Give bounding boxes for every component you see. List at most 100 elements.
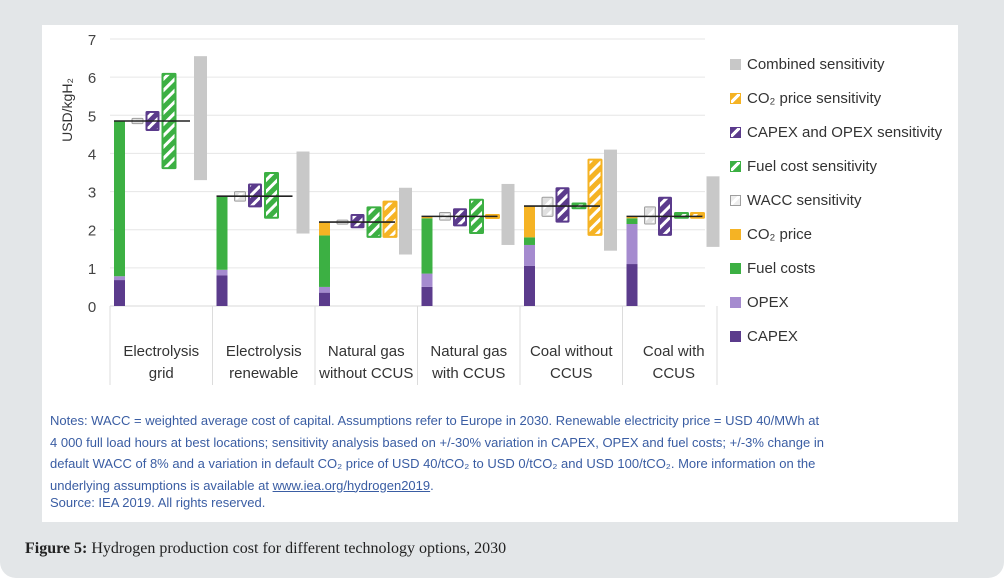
capex-sensitivity-hatch	[352, 215, 363, 227]
bar-segment-capex	[319, 292, 330, 306]
legend-label: Fuel cost sensitivity	[747, 157, 878, 175]
legend-item: CO₂ price sensitivity	[730, 88, 881, 108]
legend-item: CO₂ price	[730, 224, 812, 244]
category-label: Coal without CCUS	[520, 341, 623, 385]
bar-segment-opex	[524, 244, 535, 266]
category-label-line: with CCUS	[432, 365, 506, 382]
bar-segment-opex	[319, 286, 330, 293]
legend-item: CAPEX and OPEX sensitivity	[730, 122, 942, 142]
figure-caption: Figure 5: Hydrogen production cost for d…	[25, 540, 506, 558]
legend-item: Combined sensitivity	[730, 54, 885, 74]
y-tick-label: 7	[88, 32, 96, 49]
bar-segment-co2	[524, 206, 535, 238]
assumptions-link[interactable]: www.iea.org/hydrogen2019	[272, 477, 431, 493]
notes-line-2: 4 000 full load hours at best locations;…	[50, 434, 824, 450]
bar-segment-capex	[524, 265, 535, 306]
legend-item: Fuel cost sensitivity	[730, 156, 877, 176]
category-label-line: Coal with	[642, 343, 705, 360]
co2-sensitivity-hatch	[384, 202, 396, 236]
bar-segment-capex	[626, 264, 638, 306]
legend-swatch-co2-solid	[730, 228, 741, 240]
y-tick-label: 4	[88, 146, 96, 163]
legend-item: WACC sensitivity	[730, 190, 861, 210]
bar-segment-opex	[626, 223, 638, 265]
legend-swatch-fuel-solid	[730, 262, 741, 274]
category-label-line: Electrolysis	[225, 343, 302, 360]
combined-sensitivity-bar	[604, 149, 617, 251]
bar-segment-co2	[319, 222, 330, 236]
capex-sensitivity-hatch	[557, 189, 568, 221]
legend-item: CAPEX	[730, 326, 798, 346]
category-label-line: Natural gas	[327, 343, 405, 360]
y-tick-label: 1	[88, 261, 96, 278]
bar-segment-fuel	[114, 121, 125, 277]
legend-swatch-wacc-hatch	[730, 194, 741, 206]
hydrogen-cost-chart: 0 1 2 3 4 5 6 7 USD/kgH₂	[59, 32, 720, 385]
bar-segment-opex	[216, 269, 228, 276]
legend-item: OPEX	[730, 292, 789, 312]
legend-label: CAPEX	[747, 327, 798, 345]
notes-line-1: Notes: WACC = weighted average cost of c…	[50, 413, 820, 428]
category-label: Coal with CCUS	[623, 341, 726, 385]
combined-sensitivity-bar	[706, 176, 720, 247]
category-label: Natural gas with CCUS	[418, 341, 521, 385]
category-label-line: without CCUS	[319, 365, 414, 382]
combined-sensitivity-bar	[296, 151, 310, 234]
legend-swatch-capex-hatch	[730, 126, 741, 138]
bar-segment-capex	[114, 280, 125, 306]
wacc-sensitivity-hatch	[646, 208, 654, 223]
category-label-line: Natural gas	[430, 343, 508, 360]
category-label-line: Coal without	[529, 343, 613, 360]
legend-label: OPEX	[747, 293, 789, 311]
bar-segment-fuel	[421, 218, 433, 274]
combined-sensitivity-bar	[399, 187, 412, 255]
figure-caption-text: Hydrogen production cost for different t…	[87, 540, 507, 557]
notes-line-4-prefix: underlying assumptions is available at	[50, 477, 273, 493]
bar-segment-fuel	[319, 235, 330, 287]
legend-label: CAPEX and OPEX sensitivity	[747, 123, 943, 141]
legend-swatch-opex-solid	[730, 296, 741, 308]
y-axis-label: USD/kgH₂	[59, 78, 75, 142]
bar-segment-opex	[421, 273, 433, 287]
bar-segment-capex	[421, 286, 433, 306]
legend-label: Fuel costs	[747, 259, 816, 277]
bar-segment-opex	[114, 276, 125, 281]
notes-line-4-suffix: .	[430, 477, 434, 493]
category-label: Electrolysis renewable	[213, 341, 316, 385]
legend-swatch-combined-solid	[730, 58, 741, 70]
y-tick-label: 2	[88, 223, 96, 240]
bar-segment-fuel	[626, 218, 638, 224]
notes-line-3: default WACC of 8% and a variation in de…	[50, 456, 816, 471]
category-label-line: grid	[148, 365, 174, 382]
category-label-line: Electrolysis	[123, 343, 200, 360]
y-tick-label: 6	[88, 70, 96, 87]
co2-sensitivity-hatch	[589, 160, 601, 234]
y-tick-label: 0	[88, 299, 96, 316]
figure-number: Figure 5:	[25, 540, 88, 557]
legend-label: Combined sensitivity	[747, 55, 885, 73]
bar-segment-capex	[216, 275, 228, 306]
category-label: Natural gas without CCUS	[315, 341, 418, 385]
bar-segment-co2	[626, 216, 638, 219]
legend-item: Fuel costs	[730, 258, 815, 278]
legend-swatch-capex-solid	[730, 330, 741, 342]
notes-line-4: underlying assumptions is available at w…	[50, 475, 950, 497]
y-tick-label: 5	[88, 108, 96, 125]
category-label-line: CCUS	[652, 365, 695, 382]
source-note: Source: IEA 2019. All rights reserved.	[50, 495, 266, 510]
category-label-line: CCUS	[549, 365, 593, 382]
combined-sensitivity-bar	[194, 56, 207, 181]
legend-swatch-co2-hatch	[730, 92, 741, 104]
legend-label: CO₂ price sensitivity	[747, 89, 882, 107]
legend-label: WACC sensitivity	[747, 191, 862, 209]
legend-label: CO₂ price	[747, 225, 813, 243]
combined-sensitivity-bar	[501, 183, 515, 245]
chart-notes: Notes: WACC = weighted average cost of c…	[50, 410, 950, 496]
co2-sensitivity-hatch	[692, 214, 703, 217]
bar-segment-fuel	[216, 196, 228, 270]
legend-swatch-fuel-hatch	[730, 160, 741, 172]
bar-segment-co2	[421, 216, 433, 219]
y-tick-label: 3	[88, 185, 96, 202]
category-label: Electrolysis grid	[110, 341, 213, 385]
capex-sensitivity-hatch	[455, 210, 465, 225]
